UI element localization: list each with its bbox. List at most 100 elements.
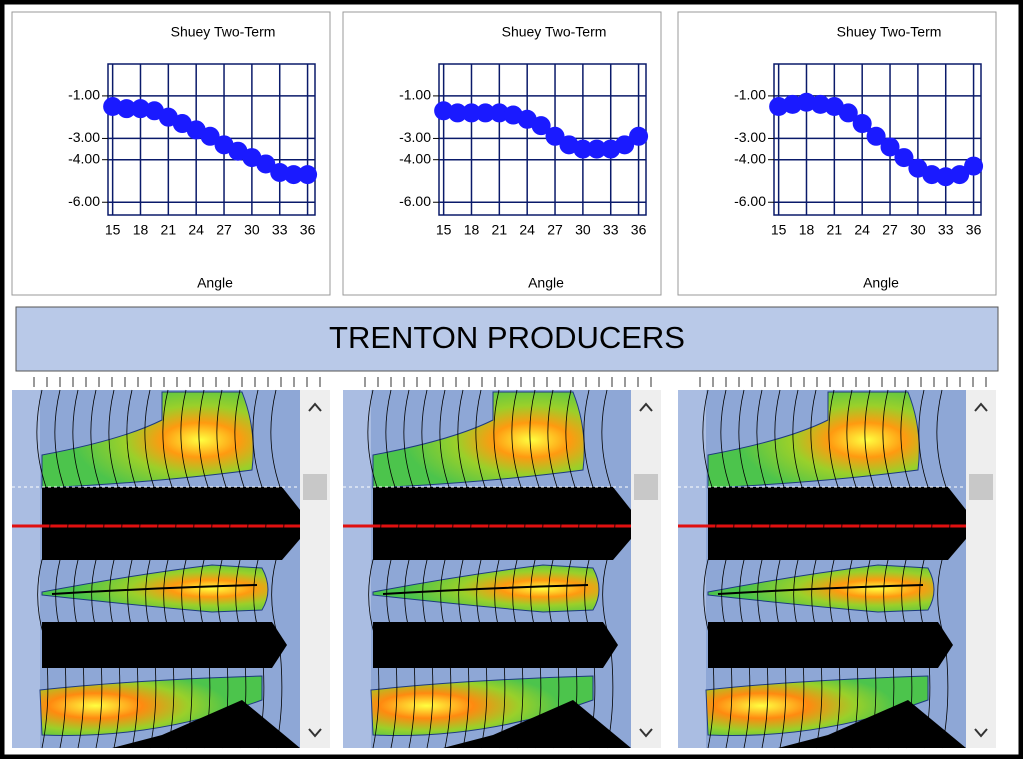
wiggle-trace (162, 389, 177, 749)
y-tick-label: -4.00 (399, 150, 431, 166)
banner (15, 306, 999, 372)
x-tick-label: 36 (631, 222, 647, 238)
wiggle-trace (108, 389, 123, 749)
wiggle-trace (810, 389, 825, 749)
pick-line (382, 584, 589, 595)
x-tick-label: 24 (188, 222, 204, 238)
wiggle-trace (72, 389, 87, 749)
y-tick-label: -3.00 (734, 129, 766, 145)
data-point (936, 167, 956, 187)
wiggle-trace (702, 389, 717, 749)
pick-line (717, 584, 924, 595)
amplitude-blob (705, 675, 929, 737)
wiggle-trace (547, 389, 562, 749)
seismic-panel (678, 377, 996, 749)
x-tick-label: 18 (464, 222, 480, 238)
x-tick-label: 21 (492, 222, 508, 238)
scroll-thumb[interactable] (303, 474, 327, 500)
chart-panel: Shuey Two-Term Angle -1.00 -3.00 -4.00 -6.00 1… (11, 11, 331, 296)
data-point (922, 165, 942, 185)
scroll-thumb[interactable] (969, 474, 993, 500)
wiggle-trace (738, 389, 753, 749)
wiggle-trace (936, 389, 951, 749)
wiggle-trace (90, 389, 105, 749)
data-point (130, 99, 150, 119)
seismic-shade (12, 390, 40, 748)
scrollbar[interactable] (631, 390, 661, 748)
chart-title: Shuey Two-Term (502, 24, 607, 40)
banner-title: TRENTON PRODUCERS (329, 320, 685, 355)
x-tick-label: 27 (216, 222, 232, 238)
scroll-up[interactable] (974, 402, 988, 412)
data-point (810, 94, 830, 114)
wiggle-trace (475, 389, 490, 749)
wiggle-trace (54, 389, 69, 749)
scroll-thumb[interactable] (634, 474, 658, 500)
data-point (629, 126, 649, 146)
wiggle-trace (900, 389, 915, 749)
data-point (117, 99, 137, 119)
trough-band (443, 700, 631, 748)
scroll-down[interactable] (639, 728, 653, 738)
x-tick-label: 36 (300, 222, 316, 238)
data-point (284, 165, 304, 185)
scroll-up[interactable] (639, 402, 653, 412)
data-point (489, 103, 509, 123)
y-tick-label: -3.00 (68, 129, 100, 145)
y-tick-label: -6.00 (399, 193, 431, 209)
wiggle-trace (252, 389, 267, 749)
y-tick-label: -1.00 (399, 87, 431, 103)
wiggle-trace (583, 389, 598, 749)
wiggle-trace (421, 389, 436, 749)
wiggle-trace (601, 389, 616, 749)
seismic-panels (12, 377, 996, 749)
seismic-panel (343, 377, 661, 749)
wiggle-trace (774, 389, 789, 749)
scroll-down[interactable] (308, 728, 322, 738)
data-point (852, 114, 872, 134)
trough-band (42, 622, 287, 668)
scroll-down[interactable] (974, 728, 988, 738)
data-point (615, 135, 635, 155)
data-point (256, 154, 276, 174)
pick-line (51, 584, 258, 595)
scrollbar[interactable] (300, 390, 330, 748)
amplitude-blob (370, 675, 594, 737)
x-axis-label: Angle (528, 275, 564, 291)
data-point (475, 103, 495, 123)
trough-band (708, 487, 978, 560)
amplitude-blob (39, 675, 263, 737)
x-tick-label: 15 (436, 222, 452, 238)
x-tick-label: 33 (938, 222, 954, 238)
x-tick-label: 21 (161, 222, 177, 238)
x-tick-label: 18 (799, 222, 815, 238)
data-point (573, 139, 593, 159)
y-tick-label: -3.00 (399, 129, 431, 145)
wiggle-trace (144, 389, 159, 749)
x-tick-label: 33 (603, 222, 619, 238)
x-tick-label: 30 (910, 222, 926, 238)
wiggle-trace (367, 389, 382, 749)
x-tick-label: 30 (244, 222, 260, 238)
x-tick-label: 15 (771, 222, 787, 238)
wiggle-trace (720, 389, 735, 749)
scroll-up[interactable] (308, 402, 322, 412)
data-point (894, 148, 914, 168)
data-point (950, 165, 970, 185)
y-tick-label: -1.00 (734, 87, 766, 103)
y-tick-label: -4.00 (734, 150, 766, 166)
wiggle-trace (234, 389, 249, 749)
seismic-shade (343, 390, 371, 748)
plot-area (438, 63, 647, 216)
wiggle-trace (846, 389, 861, 749)
x-tick-label: 33 (272, 222, 288, 238)
x-tick-label: 24 (519, 222, 535, 238)
x-tick-label: 21 (827, 222, 843, 238)
data-point (796, 92, 816, 112)
y-tick-label: -1.00 (68, 87, 100, 103)
wiggle-trace (565, 389, 580, 749)
scrollbar[interactable] (966, 390, 996, 748)
chart-panel: Shuey Two-Term Angle -1.00 -3.00 -4.00 -6.00 1… (677, 11, 997, 296)
x-tick-label: 36 (966, 222, 982, 238)
wiggle-trace (493, 389, 508, 749)
